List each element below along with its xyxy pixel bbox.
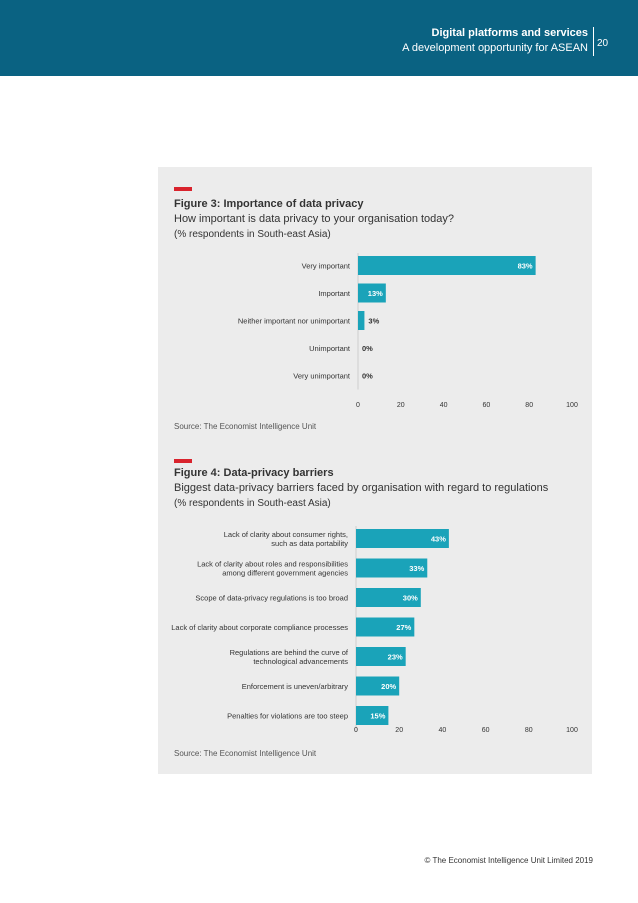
figure3-note: (% respondents in South-east Asia): [174, 229, 331, 240]
value-label: 33%: [409, 564, 424, 573]
category-label: Scope of data-privacy regulations is too…: [195, 594, 348, 603]
category-label: Neither important nor unimportant: [238, 317, 351, 326]
tick-label: 60: [482, 727, 490, 734]
tick-label: 60: [483, 402, 491, 409]
value-label: 23%: [388, 653, 403, 662]
value-label: 20%: [381, 682, 396, 691]
bar: [356, 558, 428, 578]
figure4-chart: 43% Lack of clarity about consumer rights…: [171, 526, 578, 734]
category-label: among different government agencies: [222, 569, 348, 578]
category-label: Unimportant: [309, 344, 351, 353]
figure3-accent: [174, 187, 192, 191]
page-number: 20: [597, 38, 609, 49]
tick-label: 80: [525, 727, 533, 734]
figure3-title: Figure 3: Importance of data privacy: [174, 198, 364, 210]
tick-label: 20: [397, 402, 405, 409]
value-label: 43%: [431, 535, 446, 544]
figure3-source: Source: The Economist Intelligence Unit: [174, 422, 317, 431]
category-label: Regulations are behind the curve of: [230, 648, 349, 657]
report-title: Digital platforms and services: [431, 27, 589, 39]
category-label: Lack of clarity about consumer rights,: [224, 530, 348, 539]
figure4-note: (% respondents in South-east Asia): [174, 498, 331, 509]
category-label: Important: [318, 289, 351, 298]
value-label: 27%: [396, 623, 411, 632]
tick-label: 0: [354, 727, 358, 734]
tick-label: 100: [566, 402, 578, 409]
report-subtitle: A development opportunity for ASEAN: [402, 42, 588, 54]
category-label: Penalties for violations are too steep: [227, 712, 348, 721]
value-label: 13%: [368, 289, 383, 298]
value-label: 3%: [368, 317, 379, 326]
header-band: [0, 0, 638, 76]
bar: [356, 617, 415, 637]
category-label: such as data portability: [271, 539, 348, 548]
tick-label: 40: [440, 402, 448, 409]
value-label: 15%: [370, 712, 385, 721]
tick-label: 100: [566, 727, 578, 734]
value-label: 0%: [362, 344, 373, 353]
tick-label: 0: [356, 402, 360, 409]
category-label: Lack of clarity about roles and responsi…: [197, 560, 348, 569]
figure3-subtitle: How important is data privacy to your or…: [174, 213, 455, 225]
figure4-source: Source: The Economist Intelligence Unit: [174, 749, 317, 758]
bar: [358, 311, 365, 330]
category-label: technological advancements: [253, 657, 348, 666]
tick-label: 20: [395, 727, 403, 734]
category-label: Lack of clarity about corporate complian…: [171, 623, 348, 632]
bar: [356, 647, 406, 666]
copyright-footer: © The Economist Intelligence Unit Limite…: [424, 856, 593, 865]
bar: [356, 676, 400, 696]
bar: [356, 706, 389, 725]
bar: [356, 529, 449, 548]
bar: [358, 256, 536, 275]
bar: [356, 588, 421, 607]
category-label: Very unimportant: [293, 372, 351, 381]
tick-label: 80: [525, 402, 533, 409]
figure4-accent: [174, 459, 192, 463]
header-divider: [593, 27, 594, 56]
figure3-chart: 83% Very important 13% Important 3% Neither i…: [238, 253, 578, 409]
tick-label: 40: [439, 727, 447, 734]
bar: [358, 283, 386, 303]
figure4-title: Figure 4: Data-privacy barriers: [174, 467, 334, 479]
category-label: Enforcement is uneven/arbitrary: [242, 682, 349, 691]
value-label: 30%: [403, 594, 418, 603]
value-label: 0%: [362, 372, 373, 381]
value-label: 83%: [518, 262, 533, 271]
category-label: Very important: [302, 262, 351, 271]
figure4-subtitle: Biggest data-privacy barriers faced by o…: [174, 482, 549, 494]
